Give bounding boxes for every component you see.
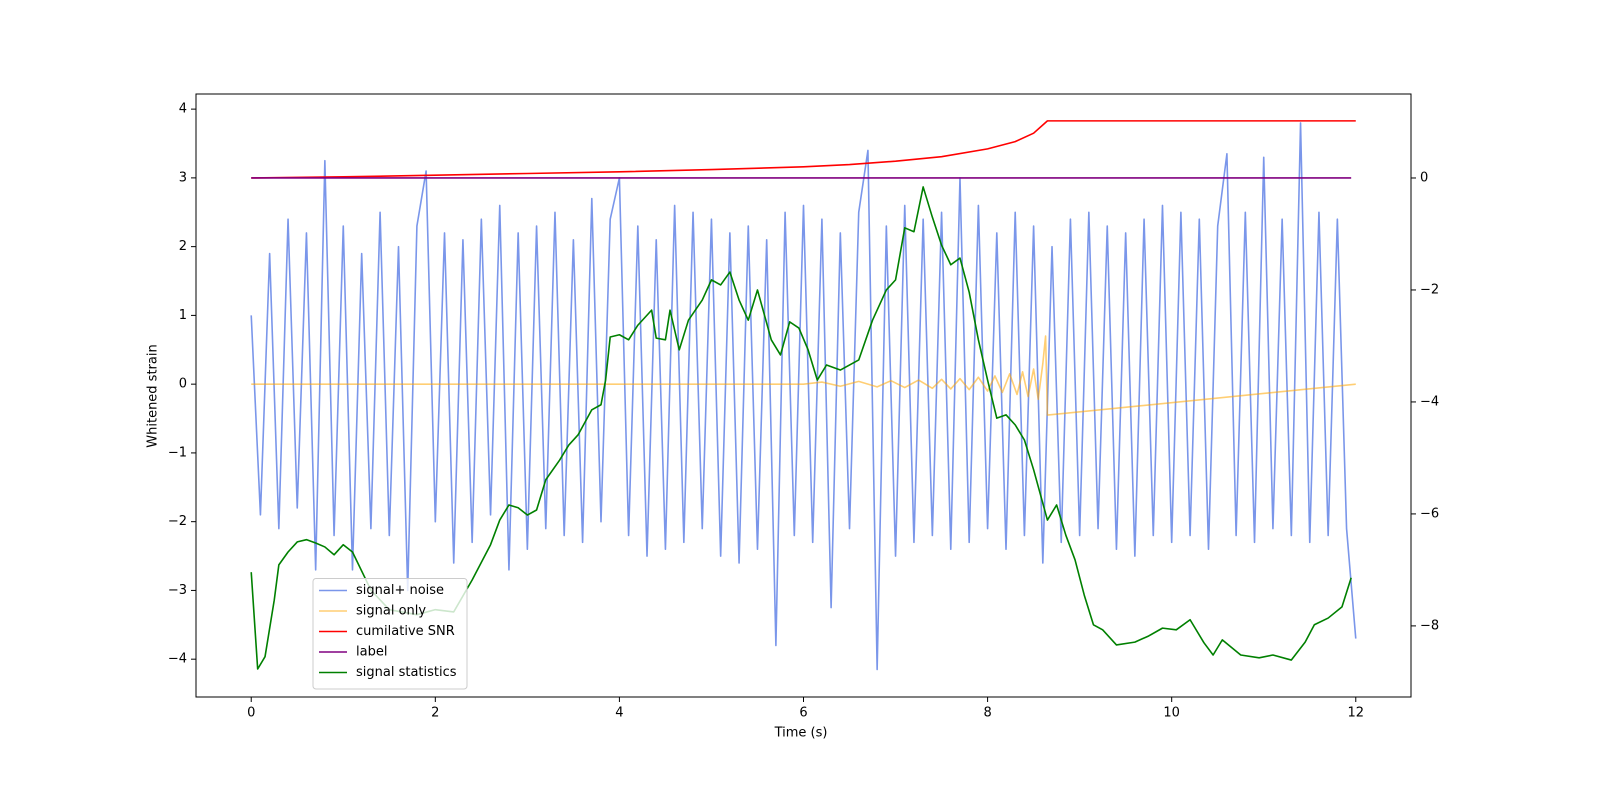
legend-label: signal only (356, 604, 426, 619)
y-tick-label: 4 (179, 102, 187, 117)
y2-tick-label: −2 (1420, 282, 1439, 297)
x-tick-label: 0 (247, 706, 255, 721)
x-tick-label: 4 (615, 706, 623, 721)
y-axis-label: Whitened strain (146, 344, 161, 447)
x-axis-label: Time (s) (774, 726, 828, 741)
y2-tick-label: −8 (1420, 618, 1439, 633)
plot-frame (195, 93, 1412, 698)
x-tick-label: 8 (983, 706, 991, 721)
y-tick-label: −3 (168, 583, 187, 598)
y2-tick-label: −4 (1420, 394, 1439, 409)
series-line (251, 120, 1356, 179)
series-line (250, 122, 1357, 671)
y2-tick-label: −6 (1420, 506, 1439, 521)
x-tick-label: 6 (799, 706, 807, 721)
y-tick-label: 1 (179, 308, 187, 323)
y-tick-label: −1 (168, 445, 187, 460)
y-tick-label: 0 (179, 377, 187, 392)
legend-label: label (356, 645, 387, 660)
legend: signal+ noise signal only cumilative SNR la… (312, 578, 468, 690)
legend-label: cumilative SNR (356, 624, 455, 639)
legend-label: signal+ noise (356, 583, 444, 598)
legend-box (312, 578, 468, 690)
x-tick-label: 10 (1163, 706, 1180, 721)
y-tick-label: 3 (179, 170, 187, 185)
series-line (251, 335, 1356, 416)
y2-tick-label: 0 (1420, 170, 1428, 185)
x-tick-label: 2 (431, 706, 439, 721)
y-tick-label: −2 (168, 514, 187, 529)
x-tick-label: 12 (1347, 706, 1364, 721)
legend-label: signal statistics (356, 665, 457, 680)
y-tick-label: −4 (168, 652, 187, 667)
y-tick-label: 2 (179, 239, 187, 254)
